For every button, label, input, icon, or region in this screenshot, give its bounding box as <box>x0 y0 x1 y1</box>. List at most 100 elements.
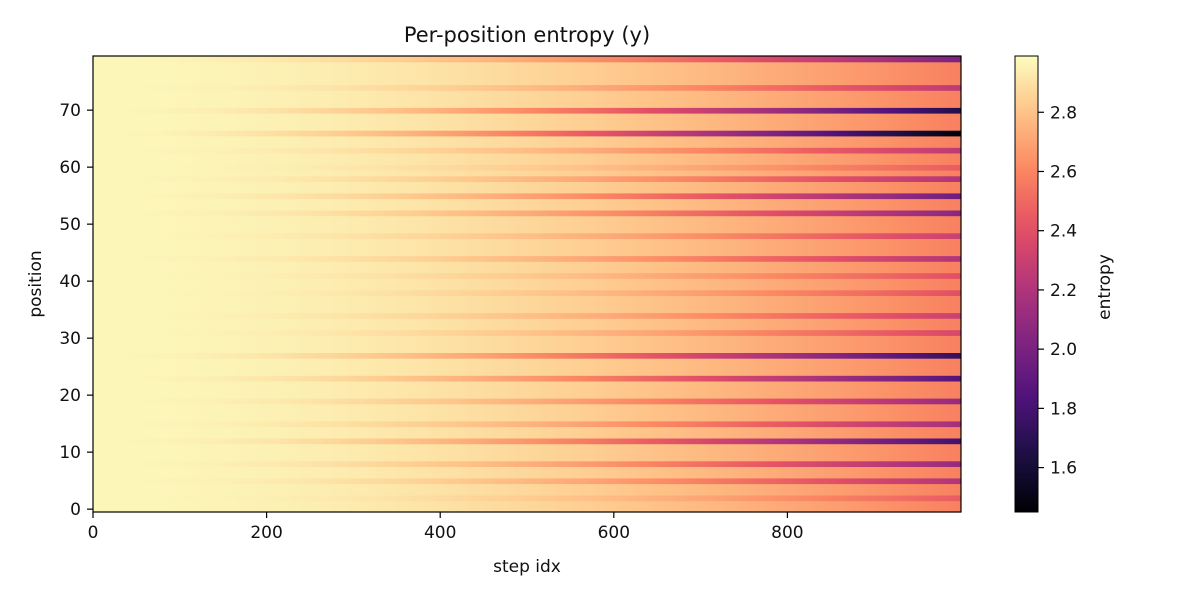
colorbar-axis: 1.6 1.8 2.0 2.2 2.4 2.6 2.8 <box>1038 103 1077 479</box>
heatmap-row <box>93 107 961 114</box>
heatmap-row <box>93 244 961 251</box>
y-tick-label: 10 <box>59 443 81 463</box>
y-tick-label: 30 <box>59 329 81 349</box>
heatmap-row <box>93 329 961 336</box>
heatmap-row <box>93 170 961 177</box>
heatmap-row <box>93 494 961 502</box>
y-tick-label: 40 <box>59 272 81 292</box>
heatmap-row <box>93 323 961 331</box>
heatmap-row <box>93 56 961 63</box>
y-tick-label: 0 <box>70 500 81 520</box>
heatmap-row <box>93 272 961 279</box>
x-tick-label: 200 <box>250 523 282 543</box>
y-tick-label: 50 <box>59 215 81 235</box>
heatmap-row <box>93 380 961 388</box>
heatmap-row <box>93 141 961 148</box>
heatmap-cells <box>93 56 961 513</box>
heatmap-row <box>93 483 961 490</box>
heatmap-row <box>93 301 961 308</box>
heatmap-row <box>93 164 961 171</box>
heatmap-row <box>93 175 961 182</box>
x-axis-label: step idx <box>493 557 561 577</box>
heatmap-row <box>93 375 961 382</box>
heatmap-row <box>93 466 961 473</box>
colorbar <box>1014 55 1039 513</box>
heatmap-row <box>93 318 961 325</box>
x-tick-label: 800 <box>771 523 803 543</box>
heatmap-row <box>93 500 961 507</box>
heatmap-row <box>93 443 961 450</box>
heatmap-row <box>93 284 961 291</box>
y-tick-label: 60 <box>59 158 81 178</box>
heatmap-row <box>93 409 961 416</box>
heatmap-row <box>93 181 961 188</box>
heatmap-row <box>93 420 961 428</box>
heatmap-row <box>93 460 961 467</box>
heatmap-row <box>93 449 961 456</box>
colorbar-tick-label: 2.6 <box>1050 162 1077 182</box>
heatmap-row <box>93 352 961 359</box>
heatmap-row <box>93 335 961 342</box>
heatmap-row <box>93 346 961 353</box>
colorbar-tick-label: 1.6 <box>1050 459 1077 479</box>
heatmap-row <box>93 221 961 228</box>
heatmap-row <box>93 392 961 399</box>
colorbar-tick-label: 2.8 <box>1050 103 1077 123</box>
heatmap-row <box>93 255 961 262</box>
heatmap-row <box>93 152 961 160</box>
heatmap-row <box>93 78 961 86</box>
heatmap-row <box>93 437 961 445</box>
heatmap-row <box>93 403 961 410</box>
heatmap-row <box>93 198 961 205</box>
heatmap-row <box>93 472 961 479</box>
heatmap-row <box>93 261 961 268</box>
heatmap-row <box>93 187 961 194</box>
heatmap-row <box>93 84 961 91</box>
heatmap-row <box>93 238 961 245</box>
x-tick-label: 0 <box>88 523 99 543</box>
heatmap-row <box>93 101 961 108</box>
heatmap-row <box>93 266 961 274</box>
heatmap-row <box>93 215 961 222</box>
y-tick-label: 20 <box>59 386 81 406</box>
heatmap-row <box>93 147 961 154</box>
colorbar-tick-label: 2.0 <box>1050 340 1077 360</box>
y-axis: 0 10 20 30 40 50 60 70 <box>59 101 93 520</box>
heatmap-row <box>93 124 961 131</box>
heatmap-row <box>93 204 961 211</box>
heatmap-row <box>93 369 961 376</box>
heatmap-row <box>93 192 961 200</box>
heatmap-row <box>93 386 961 393</box>
heatmap-row <box>93 455 961 462</box>
heatmap-row <box>93 90 961 97</box>
heatmap-row <box>93 95 961 103</box>
heatmap-row <box>93 232 961 239</box>
heatmap-row <box>93 506 961 513</box>
heatmap-row <box>93 341 961 348</box>
plot-frame <box>92 55 962 513</box>
heatmap-row <box>93 113 961 120</box>
heatmap-row <box>93 415 961 422</box>
colorbar-label: entropy <box>1095 254 1115 320</box>
x-tick-label: 600 <box>598 523 630 543</box>
heatmap-row <box>93 249 961 257</box>
heatmap-row <box>93 312 961 319</box>
heatmap-row <box>93 135 961 143</box>
heatmap-row <box>93 118 961 125</box>
heatmap-row <box>93 289 961 296</box>
heatmap-row <box>93 130 961 137</box>
chart-title: Per-position entropy (y) <box>404 23 650 47</box>
y-tick-label: 70 <box>59 101 81 121</box>
heatmap-row <box>93 67 961 74</box>
x-axis: 0 200 400 600 800 <box>88 512 804 543</box>
heatmap-row <box>93 295 961 302</box>
heatmap-row <box>93 363 961 371</box>
heatmap-row <box>93 227 961 234</box>
heatmap-row <box>93 61 961 68</box>
heatmap-row <box>93 158 961 165</box>
heatmap-row <box>93 489 961 496</box>
colorbar-tick-label: 1.8 <box>1050 399 1077 419</box>
heatmap-row <box>93 432 961 439</box>
